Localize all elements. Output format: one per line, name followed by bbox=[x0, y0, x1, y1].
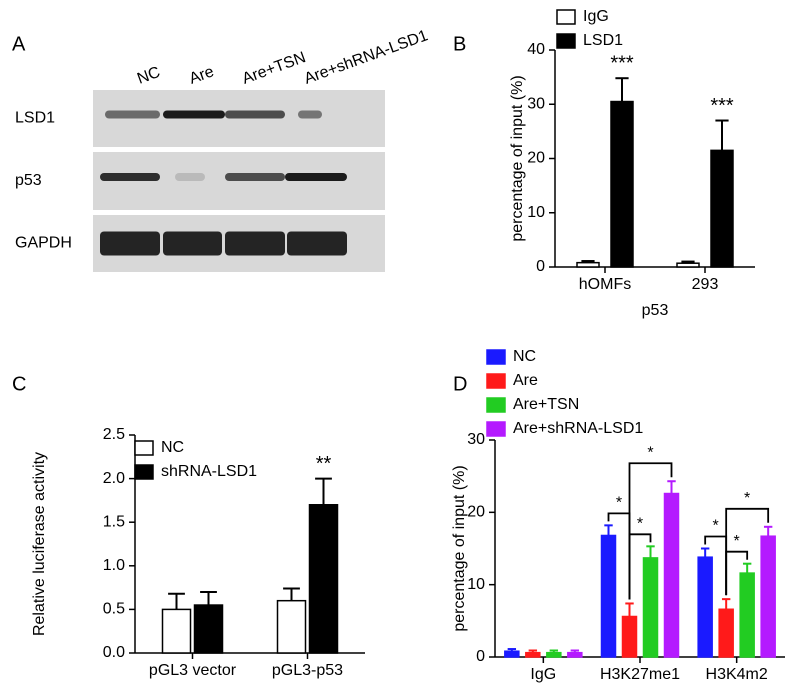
comparison-label: * bbox=[647, 444, 653, 461]
y-tick-label: 30 bbox=[467, 431, 485, 448]
y-tick-label: 1.5 bbox=[103, 513, 125, 530]
blot-band bbox=[163, 231, 222, 256]
bar bbox=[525, 651, 541, 658]
bar bbox=[576, 261, 600, 268]
x-axis-title: p53 bbox=[642, 302, 669, 319]
bar bbox=[276, 599, 307, 654]
x-tick-label: pGL3 vector bbox=[149, 662, 237, 679]
lane-label: Are+TSN bbox=[240, 49, 308, 88]
comparison-label: * bbox=[734, 533, 740, 550]
bar bbox=[308, 504, 339, 654]
bar bbox=[676, 262, 700, 268]
x-tick-label: H3K27me1 bbox=[600, 666, 680, 683]
x-tick-label: H3K4m2 bbox=[706, 666, 768, 683]
legend-swatch bbox=[556, 9, 576, 25]
blot-band bbox=[225, 231, 285, 256]
y-axis-title: percentage of input (%) bbox=[451, 465, 468, 631]
legend-label: IgG bbox=[583, 8, 609, 25]
y-tick-label: 40 bbox=[527, 41, 545, 58]
y-tick-label: 2.0 bbox=[103, 470, 125, 487]
bar bbox=[600, 534, 617, 658]
bar bbox=[739, 572, 755, 658]
panel-label: C bbox=[12, 373, 26, 395]
y-tick-label: 0.5 bbox=[103, 601, 125, 618]
legend-swatch bbox=[134, 464, 154, 480]
comparison-bracket bbox=[725, 507, 770, 596]
legend-label: shRNA-LSD1 bbox=[161, 463, 257, 480]
comparison-label: * bbox=[637, 516, 643, 533]
blot-band bbox=[100, 173, 160, 181]
y-tick-label: 30 bbox=[527, 95, 545, 112]
y-tick-label: 0 bbox=[476, 648, 485, 665]
y-axis-title: Relative luciferase activity bbox=[31, 452, 48, 636]
bar bbox=[642, 557, 659, 658]
legend-label: LSD1 bbox=[583, 32, 623, 49]
y-tick-label: 10 bbox=[527, 204, 545, 221]
significance-label: *** bbox=[710, 95, 734, 117]
lane-label: Are bbox=[187, 63, 216, 88]
legend-label: NC bbox=[161, 439, 184, 456]
comparison-label: * bbox=[616, 495, 622, 512]
x-tick-label: pGL3-p53 bbox=[272, 662, 343, 679]
blot-band bbox=[175, 173, 205, 181]
bar bbox=[161, 608, 192, 654]
row-label: LSD1 bbox=[15, 110, 55, 127]
bar bbox=[567, 651, 583, 658]
comparison-label: * bbox=[713, 518, 719, 535]
blot-band bbox=[298, 110, 322, 119]
y-tick-label: 10 bbox=[467, 576, 485, 593]
y-axis-title: percentage of input (%) bbox=[509, 75, 526, 241]
x-tick-label: 293 bbox=[692, 276, 719, 293]
bar bbox=[710, 149, 734, 268]
legend-swatch bbox=[486, 421, 506, 437]
blot-band bbox=[105, 110, 160, 119]
x-tick-label: IgG bbox=[530, 666, 556, 683]
legend-label: Are+shRNA-LSD1 bbox=[513, 420, 643, 437]
bar bbox=[760, 535, 776, 658]
blot-band bbox=[100, 231, 160, 256]
comparison-bracket bbox=[628, 462, 673, 600]
y-tick-label: 1.0 bbox=[103, 557, 125, 574]
blot-band bbox=[225, 173, 285, 181]
bar bbox=[697, 556, 713, 658]
row-label: GAPDH bbox=[15, 235, 72, 252]
legend-swatch bbox=[134, 440, 154, 456]
y-tick-label: 2.5 bbox=[103, 426, 125, 443]
legend-label: Are+TSN bbox=[513, 396, 579, 413]
significance-label: *** bbox=[610, 52, 634, 74]
y-tick-label: 20 bbox=[467, 504, 485, 521]
bar bbox=[546, 651, 562, 658]
bar bbox=[621, 615, 638, 658]
x-tick-label: hOMFs bbox=[579, 276, 631, 293]
bar bbox=[610, 100, 634, 268]
panel-label: B bbox=[453, 33, 466, 55]
bar bbox=[718, 608, 734, 658]
y-tick-label: 20 bbox=[527, 150, 545, 167]
comparison-label: * bbox=[744, 490, 750, 507]
bar bbox=[504, 650, 520, 658]
lane-label: NC bbox=[135, 64, 163, 88]
legend-swatch bbox=[556, 33, 576, 49]
bar bbox=[193, 604, 224, 654]
row-label: p53 bbox=[15, 172, 42, 189]
legend-label: NC bbox=[513, 348, 536, 365]
y-tick-label: 0 bbox=[536, 258, 545, 275]
panel-label: A bbox=[12, 33, 26, 55]
legend-label: Are bbox=[513, 372, 538, 389]
legend-swatch bbox=[486, 349, 506, 365]
blot-band bbox=[287, 231, 347, 256]
y-tick-label: 0.0 bbox=[103, 644, 125, 661]
significance-label: ** bbox=[316, 453, 332, 475]
blot-band bbox=[285, 173, 347, 181]
bar bbox=[663, 492, 680, 658]
legend-swatch bbox=[486, 397, 506, 413]
lane-label: Are+shRNA-LSD1 bbox=[302, 27, 430, 88]
blot-band bbox=[163, 110, 225, 119]
blot-band bbox=[225, 110, 285, 119]
panel-label: D bbox=[453, 373, 467, 395]
legend-swatch bbox=[486, 373, 506, 389]
